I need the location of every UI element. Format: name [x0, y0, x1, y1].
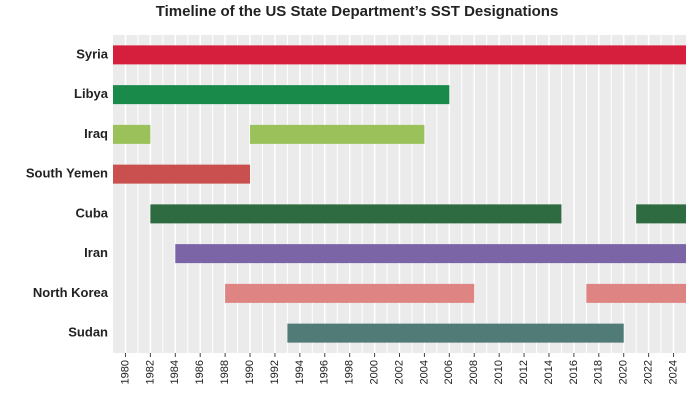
- x-tick-label: 2012: [518, 360, 530, 384]
- x-tick-label: 2022: [643, 360, 655, 384]
- x-tick-label: 1994: [294, 360, 306, 384]
- y-tick-label: Iran: [84, 245, 108, 260]
- x-tick-label: 1992: [269, 360, 281, 384]
- x-tick-label: 1990: [244, 360, 256, 384]
- x-tick-label: 1988: [219, 360, 231, 384]
- bar: [113, 85, 450, 105]
- bar: [113, 124, 151, 144]
- bar: [150, 204, 562, 224]
- y-tick-label: South Yemen: [26, 166, 108, 181]
- bar: [113, 45, 686, 65]
- bar: [113, 164, 251, 184]
- y-tick-label: North Korea: [33, 285, 109, 300]
- y-tick-label: Cuba: [76, 205, 109, 220]
- bar: [175, 244, 687, 264]
- x-tick-label: 1986: [194, 360, 206, 384]
- x-tick-label: 2014: [543, 360, 555, 384]
- x-tick-label: 1982: [144, 360, 156, 384]
- x-tick-label: 1996: [319, 360, 331, 384]
- y-tick-label: Iraq: [84, 126, 108, 141]
- bar: [586, 283, 686, 303]
- x-tick-label: 1998: [344, 360, 356, 384]
- bar: [636, 204, 686, 224]
- x-tick-label: 2000: [368, 360, 380, 384]
- x-tick-label: 2020: [618, 360, 630, 384]
- x-tick-label: 2018: [593, 360, 605, 384]
- y-tick-label: Sudan: [68, 325, 108, 340]
- x-tick-label: 2010: [493, 360, 505, 384]
- x-tick-label: 2024: [667, 360, 679, 384]
- bar: [250, 124, 425, 144]
- x-tick-label: 2016: [568, 360, 580, 384]
- bar: [225, 283, 475, 303]
- chart-title: Timeline of the US State Department’s SS…: [156, 3, 559, 20]
- x-tick-label: 2006: [443, 360, 455, 384]
- bar: [287, 323, 624, 343]
- x-tick-label: 2008: [468, 360, 480, 384]
- x-tick-label: 1984: [169, 360, 181, 384]
- x-tick-label: 2002: [393, 360, 405, 384]
- y-tick-label: Syria: [76, 46, 109, 61]
- x-tick-label: 1980: [119, 360, 131, 384]
- y-tick-label: Libya: [74, 86, 109, 101]
- x-tick-label: 2004: [418, 360, 430, 384]
